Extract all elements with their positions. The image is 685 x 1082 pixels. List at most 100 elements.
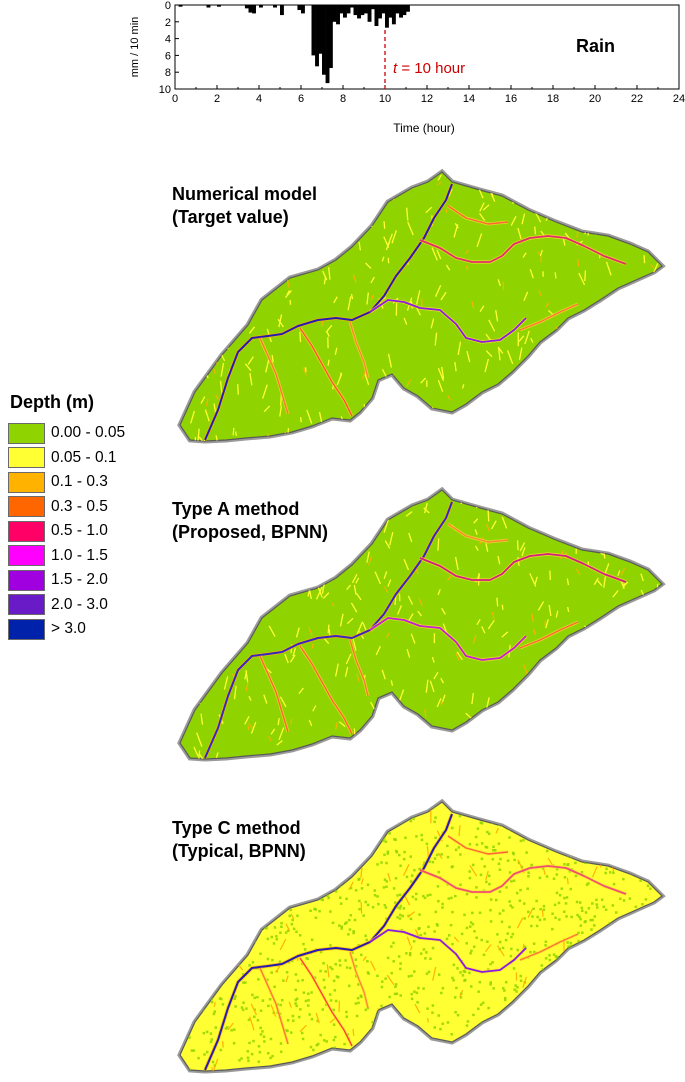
legend-swatch	[8, 520, 45, 542]
x-tick-label: 18	[547, 93, 559, 105]
rain-bar	[367, 5, 372, 22]
map-title-numerical: Numerical model (Target value)	[172, 184, 318, 227]
legend-label: 1.5 - 2.0	[51, 571, 108, 589]
river-trib3	[349, 639, 369, 697]
rain-bar	[325, 5, 330, 84]
x-tick-label: 10	[379, 93, 391, 105]
river-trib3	[349, 951, 369, 1009]
rain-bar	[370, 5, 375, 10]
legend-item: 0.5 - 1.0	[8, 519, 168, 544]
river-branchR2	[419, 235, 627, 265]
legend-label: 0.00 - 0.05	[51, 424, 126, 442]
rain-bar	[301, 5, 305, 14]
rain-bar	[252, 5, 256, 14]
x-tick-label: 6	[298, 93, 304, 105]
river-branchR	[369, 617, 527, 661]
legend-item: 1.0 - 1.5	[8, 544, 168, 569]
y-tick-label: 8	[165, 67, 171, 79]
rain-bar	[318, 5, 323, 54]
legend-swatch	[8, 447, 45, 469]
legend-item: 0.05 - 0.1	[8, 446, 168, 471]
x-axis-label: Time (hour)	[393, 121, 455, 135]
legend-item: 2.0 - 3.0	[8, 593, 168, 618]
legend-item: > 3.0	[8, 617, 168, 642]
legend-item: 0.3 - 0.5	[8, 495, 168, 520]
legend-swatch	[8, 594, 45, 616]
river-trib4	[447, 835, 509, 855]
depth-legend: Depth (m) 0.00 - 0.05 0.05 - 0.1 0.1 - 0.3…	[8, 392, 168, 642]
river-trib5	[519, 933, 579, 961]
river-trib2	[259, 967, 289, 1045]
river-trib4	[447, 205, 509, 225]
map-numerical-model	[180, 170, 666, 451]
x-tick-label: 8	[340, 93, 346, 105]
legend-item: 1.5 - 2.0	[8, 568, 168, 593]
legend-label: 2.0 - 3.0	[51, 595, 108, 613]
x-tick-label: 0	[172, 93, 178, 105]
legend-label: 0.1 - 0.3	[51, 473, 108, 491]
legend-swatch	[8, 471, 45, 493]
chart-title: Rain	[576, 36, 615, 56]
legend-label: 0.3 - 0.5	[51, 497, 108, 515]
legend-swatch	[8, 618, 45, 640]
legend-swatch	[8, 545, 45, 567]
rain-bar	[259, 5, 263, 8]
river-trib3	[349, 321, 369, 379]
legend-swatch	[8, 569, 45, 591]
rain-bar	[206, 5, 211, 8]
rain-bar	[339, 5, 344, 14]
river-trib2	[259, 337, 289, 415]
map-type-c	[179, 800, 667, 1082]
rain-bar	[328, 5, 333, 68]
rain-bar	[388, 5, 393, 18]
rain-bar	[395, 5, 400, 14]
y-tick-label: 10	[159, 84, 171, 96]
river-trib4	[447, 523, 509, 543]
rain-bar	[391, 5, 396, 25]
river-trib1	[299, 957, 353, 1047]
rain-bar	[336, 5, 340, 25]
map-type-a	[180, 489, 668, 773]
rain-bar	[349, 5, 354, 8]
rain-bar	[311, 5, 316, 56]
x-tick-label: 16	[505, 93, 517, 105]
rain-bar	[217, 5, 221, 7]
river-trib5	[519, 303, 579, 331]
rain-bar	[378, 5, 382, 19]
river-trib1	[299, 645, 353, 735]
y-tick-label: 4	[165, 34, 171, 46]
rain-bar	[315, 5, 319, 67]
river-network	[203, 813, 627, 1071]
legend-item: 0.00 - 0.05	[8, 421, 168, 446]
river-trib5	[519, 621, 579, 649]
legend-label: > 3.0	[51, 620, 86, 638]
rain-bar	[402, 5, 407, 16]
x-tick-label: 4	[256, 93, 262, 105]
rain-bar	[332, 5, 337, 22]
x-tick-label: 22	[631, 93, 643, 105]
river-branchR2	[419, 553, 627, 583]
legend-item: 0.1 - 0.3	[8, 470, 168, 495]
river-trib1	[299, 327, 353, 417]
river-main	[204, 501, 453, 759]
rain-bar	[322, 5, 326, 75]
legend-label: 1.0 - 1.5	[51, 546, 108, 564]
rain-bar	[273, 5, 277, 8]
rain-bar	[399, 5, 403, 18]
rain-bar	[385, 5, 389, 28]
river-branchR	[369, 299, 527, 343]
x-tick-label: 14	[463, 93, 475, 105]
y-tick-label: 2	[165, 17, 171, 29]
legend-title: Depth (m)	[10, 392, 94, 412]
y-tick-label: 6	[165, 50, 171, 62]
time-marker-label: t = 10 hour	[393, 60, 465, 77]
x-tick-label: 24	[673, 93, 685, 105]
map-title-type-a: Type A method (Proposed, BPNN)	[172, 499, 329, 542]
rain-bar	[353, 5, 358, 16]
rain-bar	[248, 5, 253, 13]
rain-bars	[178, 5, 410, 84]
river-branchR	[369, 929, 527, 973]
rain-bar	[374, 5, 379, 26]
